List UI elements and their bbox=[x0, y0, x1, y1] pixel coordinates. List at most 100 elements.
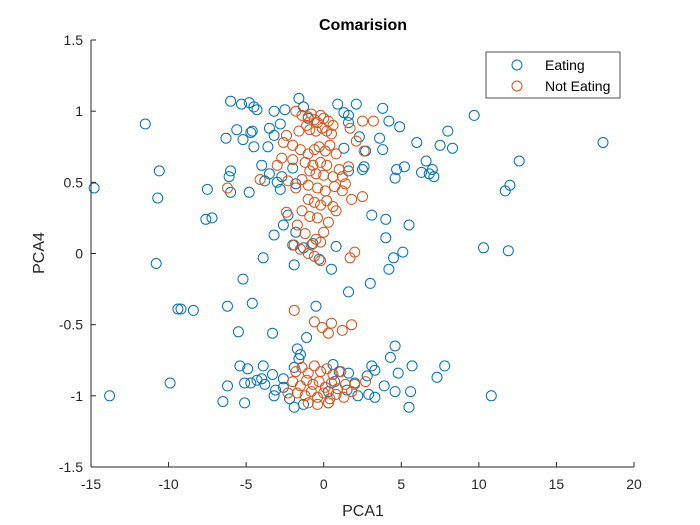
point-eating-38 bbox=[256, 159, 268, 171]
point-eating-81 bbox=[298, 398, 309, 410]
point-not-eating-62 bbox=[321, 195, 333, 207]
point-eating-97 bbox=[377, 144, 389, 156]
point-eating-92 bbox=[343, 117, 354, 129]
point-eating-19 bbox=[245, 127, 257, 138]
series-eating bbox=[88, 92, 609, 413]
point-eating-95 bbox=[338, 142, 350, 154]
point-not-eating-83 bbox=[288, 304, 300, 316]
point-eating-144 bbox=[378, 380, 390, 392]
point-eating-129 bbox=[364, 277, 376, 289]
point-not-eating-87 bbox=[336, 324, 348, 336]
point-eating-8 bbox=[236, 98, 247, 110]
point-not-eating-77 bbox=[315, 236, 327, 248]
point-eating-147 bbox=[403, 401, 415, 413]
point-eating-56 bbox=[267, 327, 278, 339]
point-eating-70 bbox=[245, 377, 257, 389]
point-not-eating-64 bbox=[296, 205, 308, 217]
point-eating-126 bbox=[502, 245, 514, 257]
point-eating-69 bbox=[256, 373, 268, 385]
point-eating-132 bbox=[384, 351, 396, 363]
point-eating-47 bbox=[288, 259, 300, 271]
point-not-eating-103 bbox=[319, 381, 331, 393]
point-eating-146 bbox=[405, 386, 417, 398]
point-eating-117 bbox=[597, 137, 609, 148]
point-not-eating-29 bbox=[315, 156, 327, 168]
point-eating-23 bbox=[274, 118, 286, 130]
point-eating-12 bbox=[268, 105, 280, 117]
point-not-eating-47 bbox=[222, 182, 233, 194]
point-not-eating-78 bbox=[302, 248, 314, 259]
point-not-eating-31 bbox=[287, 154, 299, 166]
point-eating-14 bbox=[293, 92, 305, 104]
point-not-eating-49 bbox=[344, 122, 356, 134]
point-not-eating-2 bbox=[302, 111, 314, 123]
point-eating-27 bbox=[225, 165, 237, 177]
series-not-eating bbox=[222, 105, 379, 410]
legend-label-not-eating: Not Eating bbox=[545, 78, 610, 94]
point-eating-151 bbox=[352, 390, 364, 402]
x-tick-label: -15 bbox=[81, 476, 101, 492]
legend-box bbox=[485, 51, 621, 99]
point-not-eating-104 bbox=[326, 377, 337, 389]
point-eating-72 bbox=[222, 380, 233, 392]
point-eating-148 bbox=[485, 390, 497, 402]
point-eating-122 bbox=[388, 252, 399, 264]
axes bbox=[90, 39, 635, 468]
point-eating-62 bbox=[257, 360, 269, 372]
point-not-eating-114 bbox=[338, 391, 350, 403]
point-eating-11 bbox=[251, 104, 263, 116]
point-not-eating-57 bbox=[346, 193, 358, 205]
point-eating-79 bbox=[284, 393, 296, 405]
point-eating-34 bbox=[243, 186, 255, 198]
point-not-eating-39 bbox=[296, 174, 308, 185]
point-not-eating-93 bbox=[308, 360, 320, 372]
point-not-eating-9 bbox=[327, 119, 339, 131]
point-not-eating-71 bbox=[299, 228, 311, 240]
x-tick-label: -10 bbox=[158, 476, 178, 492]
point-not-eating-40 bbox=[290, 182, 302, 194]
point-not-eating-121 bbox=[360, 376, 372, 388]
point-eating-113 bbox=[358, 161, 370, 173]
point-not-eating-12 bbox=[310, 125, 322, 137]
point-not-eating-26 bbox=[330, 148, 342, 160]
point-not-eating-59 bbox=[302, 193, 314, 205]
point-eating-2 bbox=[153, 165, 165, 177]
point-not-eating-100 bbox=[301, 374, 313, 386]
point-eating-10 bbox=[248, 101, 260, 113]
point-not-eating-80 bbox=[315, 255, 327, 267]
tick-labels: -15 -10 -5 0 5 10 15 20 -1.5 -1 -0.5 0 0.5 1 1.5 bbox=[59, 32, 642, 492]
point-not-eating-74 bbox=[288, 239, 300, 251]
plot-area bbox=[91, 40, 634, 467]
point-eating-116 bbox=[504, 179, 516, 191]
point-not-eating-91 bbox=[296, 361, 308, 373]
point-eating-35 bbox=[259, 175, 271, 187]
point-eating-26 bbox=[262, 141, 274, 153]
point-not-eating-108 bbox=[299, 390, 311, 402]
point-not-eating-68 bbox=[330, 205, 342, 217]
point-not-eating-110 bbox=[312, 391, 323, 403]
point-not-eating-61 bbox=[315, 199, 327, 211]
point-not-eating-111 bbox=[318, 387, 330, 399]
y-tick-label: 1 bbox=[75, 103, 83, 119]
point-eating-37 bbox=[287, 162, 299, 174]
point-not-eating-50 bbox=[357, 115, 368, 127]
point-eating-110 bbox=[389, 172, 401, 184]
point-not-eating-33 bbox=[271, 159, 283, 171]
point-eating-90 bbox=[383, 115, 395, 127]
point-eating-89 bbox=[377, 102, 389, 114]
point-not-eating-84 bbox=[308, 316, 320, 328]
point-not-eating-67 bbox=[322, 216, 334, 228]
point-not-eating-54 bbox=[343, 161, 354, 173]
point-not-eating-25 bbox=[324, 139, 336, 151]
point-eating-136 bbox=[392, 367, 404, 379]
point-not-eating-89 bbox=[346, 319, 358, 331]
point-eating-73 bbox=[164, 377, 176, 389]
point-eating-120 bbox=[380, 213, 392, 225]
point-eating-106 bbox=[416, 166, 427, 178]
point-eating-104 bbox=[420, 155, 432, 167]
y-tick-label: 0.5 bbox=[64, 174, 84, 190]
point-not-eating-42 bbox=[312, 182, 323, 194]
point-not-eating-48 bbox=[254, 174, 266, 185]
point-eating-33 bbox=[274, 183, 286, 195]
point-eating-6 bbox=[200, 213, 212, 225]
